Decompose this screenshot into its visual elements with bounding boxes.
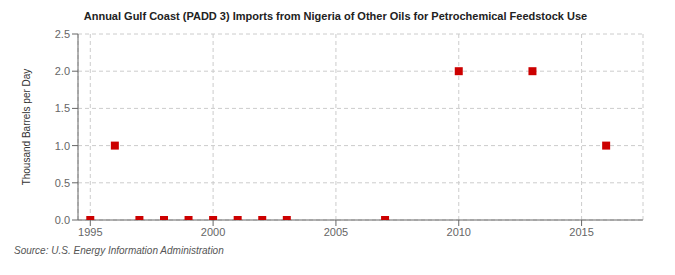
svg-text:2000: 2000: [201, 226, 225, 238]
svg-text:1.5: 1.5: [55, 102, 70, 114]
svg-text:2005: 2005: [324, 226, 348, 238]
svg-text:Thousand Barrels per Day: Thousand Barrels per Day: [21, 69, 32, 186]
svg-text:2010: 2010: [447, 226, 471, 238]
html-text:Source: U.S. Energy Informatio: Source: U.S. Energy Information Administ…: [14, 245, 224, 256]
html-text:Annual Gulf Coast (PADD 3) Imp: Annual Gulf Coast (PADD 3) Imports from …: [83, 10, 588, 22]
svg-text:0.5: 0.5: [55, 177, 70, 189]
svg-text:0.0: 0.0: [55, 214, 70, 226]
svg-text:1995: 1995: [78, 226, 102, 238]
svg-text:2.5: 2.5: [55, 28, 70, 40]
svg-text:1.0: 1.0: [55, 140, 70, 152]
svg-text:2015: 2015: [569, 226, 593, 238]
svg-text:2.0: 2.0: [55, 65, 70, 77]
